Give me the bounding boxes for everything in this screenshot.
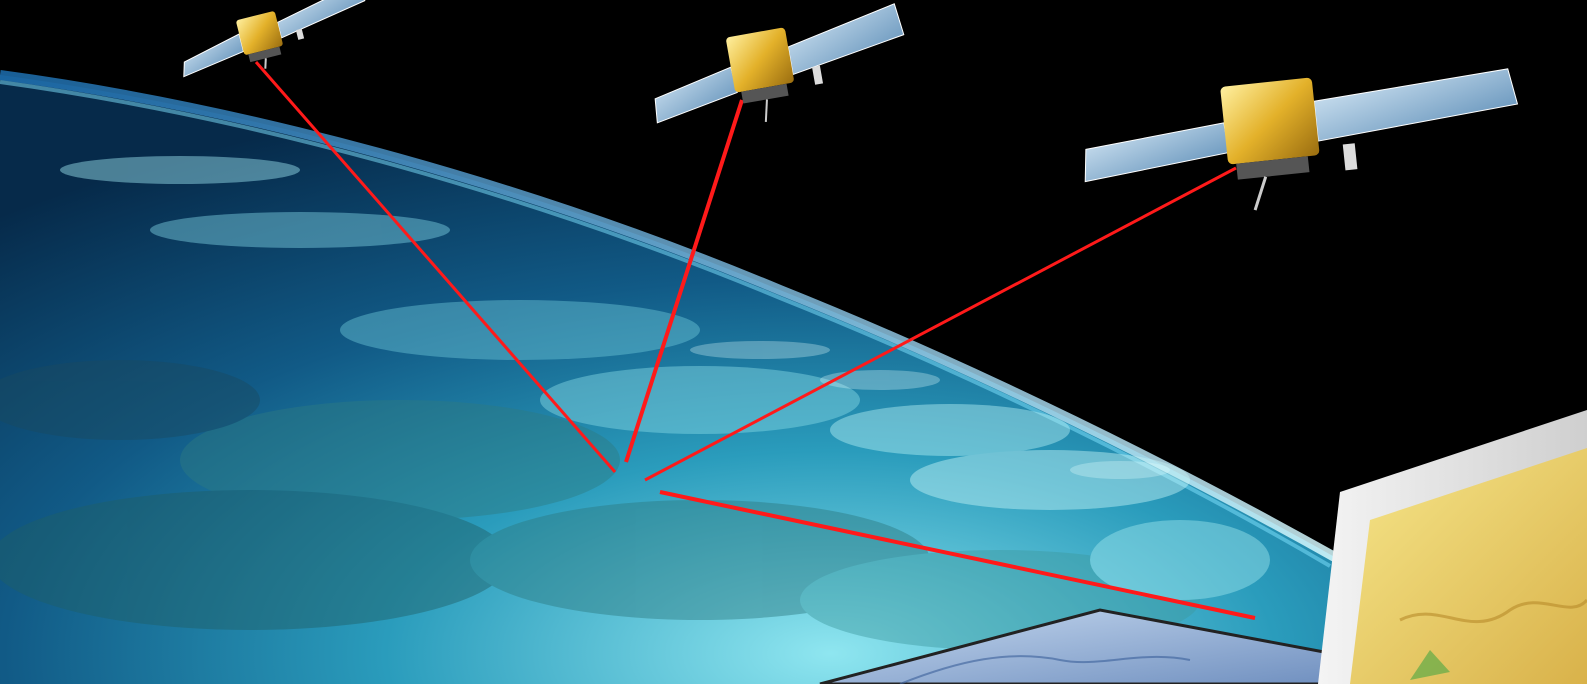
signal-line-2 [624,99,744,463]
satellite-body [726,27,794,93]
signal-line-4 [659,490,1256,620]
satellite-body [1220,77,1320,165]
satellite-3 [1084,68,1519,211]
satellite-1 [183,0,366,78]
satellite-2 [654,3,905,124]
solar-panel-left [654,66,738,124]
signal-line-3 [644,166,1237,482]
solar-panel-right [1313,68,1519,142]
receiver-device [1318,410,1587,684]
solar-panel-left [183,33,245,78]
signal-line-1 [254,61,617,473]
signal-lines [254,61,1256,620]
solar-panel-right [787,3,905,76]
satellite-body [236,11,283,55]
